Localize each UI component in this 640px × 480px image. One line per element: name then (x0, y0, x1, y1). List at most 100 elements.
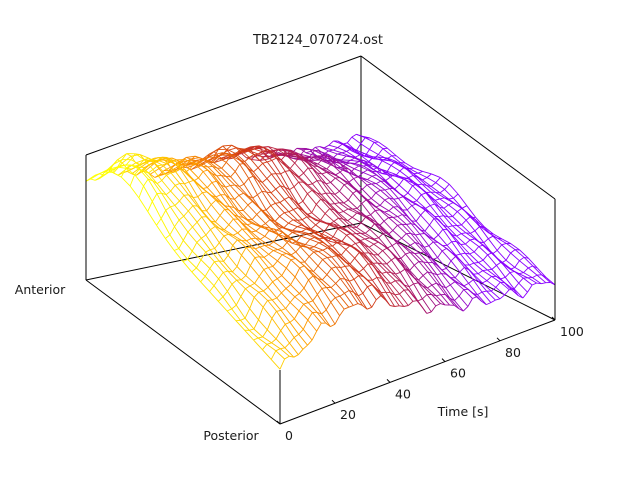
mesh-line-position (398, 198, 408, 211)
mesh-line-time (316, 322, 322, 332)
mesh-line-position (388, 217, 398, 226)
mesh-line-position (209, 291, 219, 302)
mesh-line-position (449, 297, 460, 309)
mesh-line-position (305, 148, 315, 152)
mesh-line-position (250, 265, 260, 277)
mesh-line-position (308, 256, 319, 267)
mesh-line-position (231, 283, 242, 297)
mesh-line-time (284, 211, 289, 214)
mesh-line-position (392, 230, 402, 239)
mesh-line-time (315, 198, 322, 205)
mesh-line-time (266, 173, 272, 179)
mesh-line-position (321, 288, 332, 303)
mesh-line-position (152, 180, 162, 194)
mesh-line-position (275, 338, 286, 349)
mesh-line-position (240, 149, 250, 158)
mesh-line-time (416, 194, 422, 201)
mesh-line-time (317, 158, 323, 165)
mesh-line-time (513, 282, 520, 290)
mesh-line-position (94, 174, 105, 181)
mesh-line-position (354, 157, 364, 161)
mesh-line-position (477, 294, 487, 305)
mesh-line-time (406, 205, 413, 211)
mesh-line-position (246, 228, 256, 239)
mesh-line-position (325, 192, 335, 204)
mesh-line-position (198, 161, 209, 168)
mesh-line-time (337, 226, 343, 230)
mesh-line-time (412, 183, 418, 187)
mesh-line-position (288, 211, 298, 221)
mesh-line-time (409, 264, 415, 271)
mesh-line-position (296, 231, 306, 235)
mesh-line-position (251, 223, 261, 228)
mesh-line-time (481, 290, 487, 293)
mesh-line-position (191, 165, 201, 170)
mesh-line-position (386, 157, 396, 162)
mesh-line-time (316, 180, 322, 182)
mesh-line-time (253, 319, 259, 330)
mesh-line-time (281, 148, 287, 154)
mesh-line-position (358, 165, 368, 171)
mesh-line-time (127, 171, 133, 175)
mesh-line-position (273, 241, 283, 249)
mesh-line-time (257, 162, 264, 169)
mesh-line-time (210, 248, 215, 251)
mesh-line-position (455, 241, 466, 254)
mesh-line-time (364, 237, 370, 240)
mesh-line-position (422, 179, 432, 187)
mesh-line-time (334, 315, 340, 325)
mesh-line-position (134, 174, 144, 187)
mesh-line-position (325, 183, 336, 195)
mesh-line-time (465, 215, 471, 221)
mesh-line-time (391, 256, 397, 261)
mesh-line-time (322, 159, 328, 164)
mesh-line-position (289, 189, 299, 205)
mesh-line-position (430, 191, 440, 200)
mesh-line-position (268, 244, 279, 251)
mesh-line-position (369, 137, 379, 143)
mesh-line-position (271, 160, 281, 175)
mesh-line-position (423, 251, 433, 263)
mesh-line-time (279, 199, 285, 203)
mesh-line-position (385, 180, 395, 189)
mesh-line-position (269, 219, 280, 229)
mesh-line-position (391, 155, 401, 163)
mesh-line-time (156, 218, 162, 226)
mesh-line-time (300, 148, 307, 155)
mesh-line-time (482, 280, 488, 284)
mesh-line-time (322, 155, 328, 160)
mesh-line-time (263, 286, 269, 292)
mesh-line-time (510, 249, 516, 254)
mesh-line-time (419, 233, 425, 235)
mesh-line-position (474, 219, 485, 229)
mesh-line-position (308, 279, 318, 295)
mesh-line-time (255, 246, 261, 250)
mesh-line-position (197, 183, 208, 193)
mesh-line-position (229, 198, 240, 211)
mesh-line-time (267, 299, 273, 301)
mesh-line-position (410, 244, 420, 254)
mesh-line-position (117, 153, 127, 160)
mesh-line-time (262, 344, 268, 350)
mesh-line-position (276, 297, 286, 309)
mesh-line-position (397, 206, 408, 217)
mesh-line-position (387, 147, 397, 157)
mesh-line-position (373, 243, 383, 251)
mesh-line-position (196, 221, 207, 236)
mesh-line-position (510, 252, 520, 262)
mesh-line-time (267, 281, 273, 288)
mesh-line-position (294, 173, 304, 183)
mesh-line-position (187, 231, 198, 243)
mesh-line-time (198, 171, 204, 179)
mesh-line-time (337, 143, 343, 148)
mesh-line-position (285, 154, 296, 164)
mesh-line-position (435, 191, 445, 199)
mesh-line-position (305, 233, 315, 238)
mesh-line-time (297, 349, 304, 355)
mesh-line-position (459, 283, 469, 290)
mesh-line-time (311, 330, 318, 341)
mesh-line-position (313, 271, 323, 281)
mesh-line-position (346, 155, 356, 159)
mesh-line-position (153, 160, 163, 166)
mesh-line-position (294, 318, 304, 330)
